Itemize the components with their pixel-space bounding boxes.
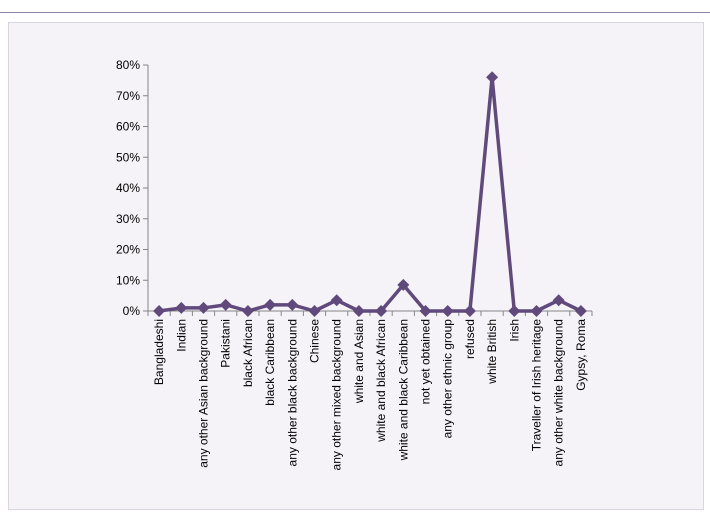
- y-tick-label: 20%: [116, 243, 140, 257]
- data-point-marker: [264, 298, 277, 311]
- data-point-marker: [352, 305, 365, 317]
- data-point-marker: [508, 305, 521, 317]
- x-axis-ticks: Bangladeshi Indian any other Asian backgro…: [147, 311, 593, 470]
- data-point-marker: [419, 305, 432, 317]
- y-tick-label: 50%: [116, 150, 140, 164]
- y-tick-label: 70%: [116, 89, 140, 103]
- data-point-marker: [375, 305, 388, 317]
- top-rule: [0, 12, 710, 13]
- data-point-marker: [153, 305, 166, 317]
- x-category-label: refused: [463, 319, 477, 359]
- data-point-marker: [574, 305, 587, 317]
- x-category-label: Pakistani: [219, 319, 233, 368]
- data-point-marker: [330, 294, 343, 307]
- x-category-label: any other mixed background: [330, 319, 344, 470]
- y-tick-label: 80%: [116, 58, 140, 72]
- x-category-label: white British: [485, 319, 499, 385]
- x-category-label: white and black Caribbean: [396, 319, 410, 461]
- data-point-marker: [441, 305, 454, 317]
- data-point-marker: [463, 305, 476, 317]
- y-tick-label: 60%: [116, 120, 140, 134]
- data-point-marker: [286, 298, 299, 311]
- chart-axes: [147, 65, 592, 312]
- data-point-marker: [530, 305, 543, 317]
- x-category-label: white and Asian: [352, 319, 366, 404]
- x-category-label: Indian: [174, 319, 188, 352]
- x-category-label: Chinese: [308, 319, 322, 363]
- x-category-label: any other white background: [552, 319, 566, 466]
- y-tick-label: 0%: [123, 304, 141, 318]
- x-category-label: any other ethnic group: [441, 319, 455, 439]
- y-axis-ticks: 0% 10% 20% 30% 40% 50% 60% 70% 80%: [116, 58, 148, 318]
- data-point-marker: [175, 301, 188, 314]
- data-point-marker: [552, 294, 565, 307]
- x-category-label: Gypsy, Roma: [574, 319, 588, 391]
- data-point-marker: [219, 298, 232, 311]
- data-point-marker: [241, 305, 254, 317]
- chart-series: [153, 71, 587, 317]
- x-category-label: Bangladeshi: [152, 319, 166, 385]
- x-category-label: black Caribbean: [263, 319, 277, 406]
- x-category-label: Irish: [507, 319, 521, 342]
- x-category-label: black African: [241, 319, 255, 387]
- x-category-label: any other Asian background: [197, 319, 211, 468]
- y-tick-label: 10%: [116, 273, 140, 287]
- data-point-marker: [397, 278, 410, 291]
- data-point-marker: [308, 305, 321, 317]
- series-line: [158, 75, 582, 313]
- chart-panel: [8, 22, 704, 510]
- x-category-label: any other black background: [285, 319, 299, 466]
- y-tick-label: 30%: [116, 212, 140, 226]
- x-category-label: Traveller of Irish heritage: [530, 319, 544, 452]
- data-point-marker: [197, 301, 210, 314]
- y-tick-label: 40%: [116, 181, 140, 195]
- x-category-label: white and black African: [374, 319, 388, 443]
- x-category-label: not yet obtained: [419, 319, 433, 404]
- data-point-marker: [486, 71, 499, 84]
